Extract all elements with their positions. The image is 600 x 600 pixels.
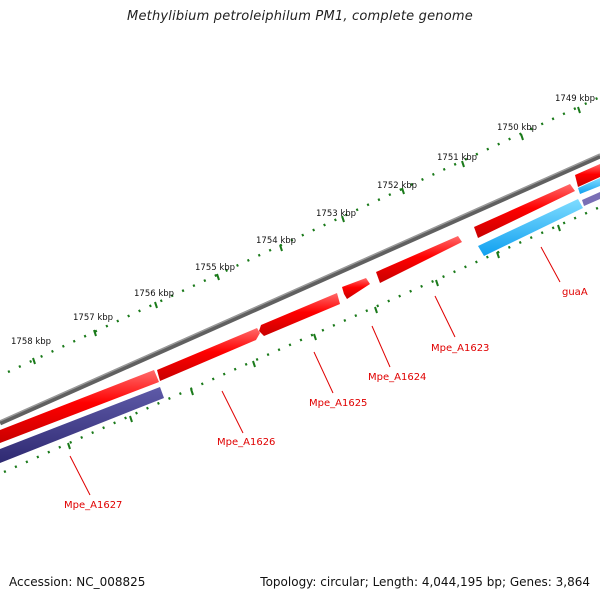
gene-label-mpe-a1627: Mpe_A1627 bbox=[64, 500, 122, 511]
gene-mpe-a1626 bbox=[157, 328, 260, 381]
gene-label-mpe-a1625: Mpe_A1625 bbox=[309, 398, 367, 409]
gene-mpe-a1625 bbox=[259, 293, 340, 336]
scale-label-1753: 1753 kbp bbox=[316, 209, 356, 219]
scale-label-1757: 1757 kbp bbox=[73, 313, 113, 323]
gene-mpe-a1624 bbox=[342, 278, 370, 299]
gene-guaa-neighbor bbox=[474, 184, 575, 238]
genes-label: Genes: bbox=[509, 575, 552, 589]
gene-label-guaa: guaA bbox=[562, 287, 588, 298]
leader-lines bbox=[69, 246, 561, 496]
inner-scale-ticks bbox=[3, 205, 600, 474]
scale-labels: 1749 kbp 1750 kbp 1751 kbp 1752 kbp 1753… bbox=[11, 94, 595, 347]
topology-value: circular; bbox=[320, 575, 369, 589]
scale-label-1751: 1751 kbp bbox=[437, 153, 477, 163]
outer-scale-ticks bbox=[7, 95, 600, 374]
length-value: 4,044,195 bp; bbox=[421, 575, 507, 589]
scale-label-1752: 1752 kbp bbox=[377, 181, 417, 191]
gene-right-edge bbox=[575, 164, 600, 187]
scale-label-1755: 1755 kbp bbox=[195, 263, 235, 273]
scale-label-1756: 1756 kbp bbox=[134, 289, 174, 299]
gene-label-mpe-a1624: Mpe_A1624 bbox=[368, 372, 426, 383]
map-title: Methylibium petroleiphilum PM1, complete… bbox=[127, 9, 473, 24]
gene-label-mpe-a1623: Mpe_A1623 bbox=[431, 343, 489, 354]
gene-guaa bbox=[478, 199, 583, 256]
gene-label-mpe-a1626: Mpe_A1626 bbox=[217, 437, 275, 448]
backbone bbox=[0, 153, 600, 426]
accession-info: Accession: NC_008825 bbox=[9, 575, 145, 589]
scale-label-1750: 1750 kbp bbox=[497, 123, 537, 133]
scale-label-1749: 1749 kbp bbox=[555, 94, 595, 104]
scale-label-1754: 1754 kbp bbox=[256, 236, 296, 246]
accession-value: NC_008825 bbox=[76, 575, 146, 589]
gene-right-cyan-top bbox=[578, 178, 600, 194]
genes-value: 3,864 bbox=[555, 575, 590, 589]
scale-label-1758: 1758 kbp bbox=[11, 337, 51, 347]
reverse-genes bbox=[0, 178, 600, 463]
outer-major-ticks bbox=[32, 106, 581, 365]
gene-mpe-a1623 bbox=[376, 236, 462, 283]
gene-right-purple bbox=[582, 192, 600, 206]
genome-summary: Topology: circular; Length: 4,044,195 bp… bbox=[260, 575, 590, 589]
length-label: Length: bbox=[372, 575, 419, 589]
accession-label: Accession: bbox=[9, 575, 73, 589]
topology-label: Topology: bbox=[260, 575, 317, 589]
gene-labels: guaA Mpe_A1623 Mpe_A1624 Mpe_A1625 Mpe_A… bbox=[64, 287, 588, 511]
gene-mpe-a1627-red bbox=[0, 370, 159, 443]
forward-genes bbox=[0, 164, 600, 443]
gene-mpe-a1627 bbox=[0, 387, 164, 463]
inner-major-ticks bbox=[67, 224, 561, 450]
